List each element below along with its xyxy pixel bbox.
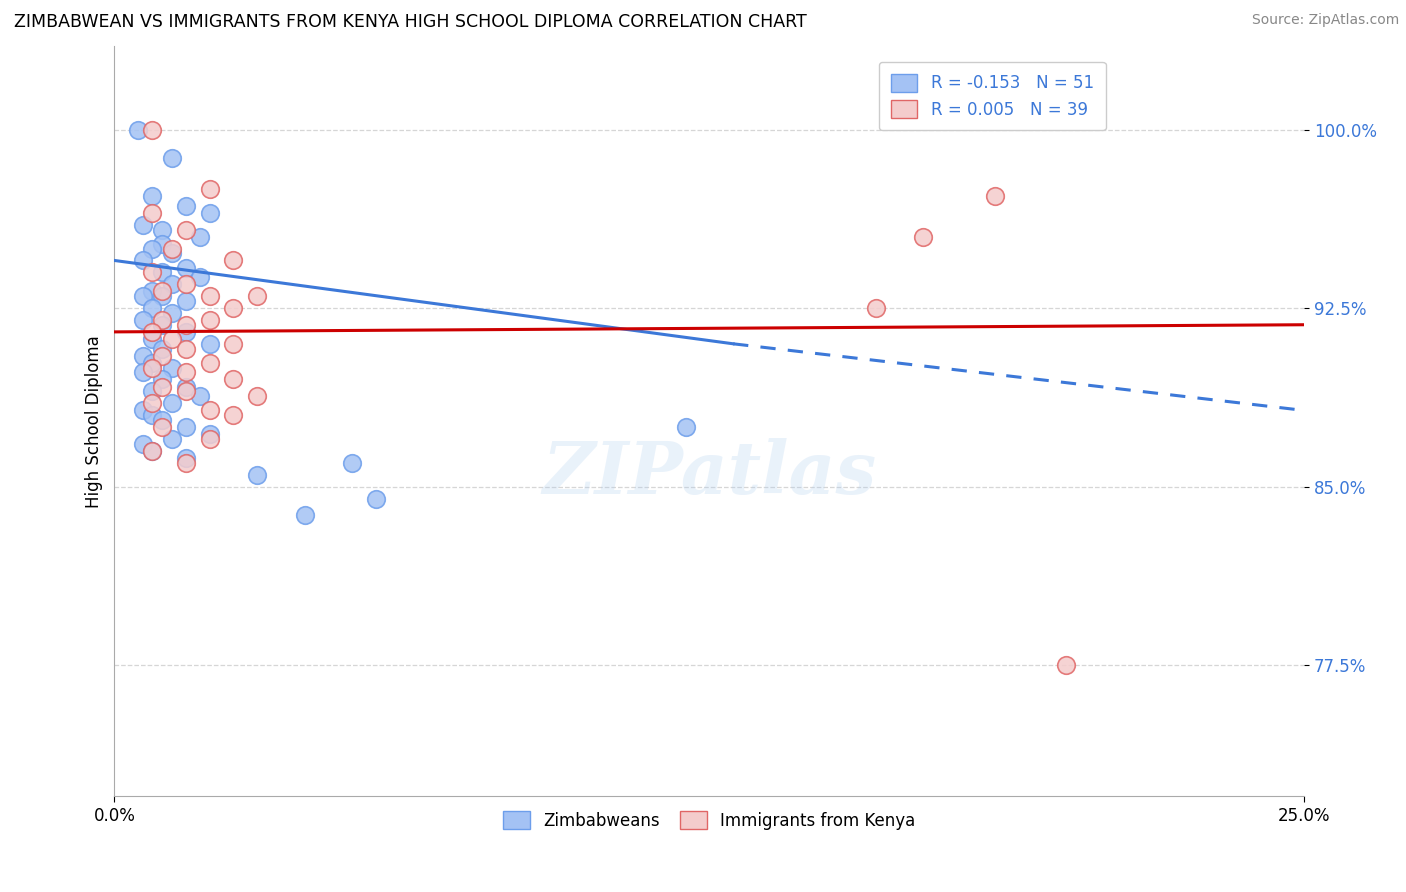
Point xyxy=(174,451,197,466)
Point xyxy=(174,293,197,308)
Point xyxy=(150,318,173,332)
Point xyxy=(174,420,197,434)
Text: ZIPatlas: ZIPatlas xyxy=(543,438,876,509)
Point xyxy=(160,432,183,446)
Point xyxy=(132,253,155,268)
Point xyxy=(150,413,173,427)
Point xyxy=(246,467,269,482)
Point xyxy=(174,222,197,236)
Point xyxy=(1054,658,1077,673)
Point xyxy=(127,122,149,136)
Point xyxy=(222,301,245,315)
Point xyxy=(141,332,163,346)
Point xyxy=(174,342,197,356)
Point xyxy=(141,384,163,399)
Point xyxy=(222,372,245,386)
Point xyxy=(132,289,155,303)
Point xyxy=(132,365,155,379)
Point xyxy=(174,318,197,332)
Point xyxy=(198,182,221,196)
Point xyxy=(141,285,163,299)
Point xyxy=(150,265,173,279)
Point xyxy=(141,325,163,339)
Point xyxy=(150,379,173,393)
Point xyxy=(150,236,173,251)
Text: Source: ZipAtlas.com: Source: ZipAtlas.com xyxy=(1251,13,1399,28)
Point xyxy=(174,325,197,339)
Point xyxy=(150,342,173,356)
Point xyxy=(174,199,197,213)
Point xyxy=(198,313,221,327)
Point xyxy=(174,277,197,292)
Point xyxy=(984,189,1007,203)
Point xyxy=(198,427,221,442)
Point xyxy=(865,301,887,315)
Point xyxy=(141,356,163,370)
Point xyxy=(188,389,211,403)
Point xyxy=(141,242,163,256)
Point xyxy=(160,277,183,292)
Point xyxy=(188,229,211,244)
Point xyxy=(294,508,316,523)
Point xyxy=(188,270,211,285)
Point xyxy=(222,408,245,422)
Y-axis label: High School Diploma: High School Diploma xyxy=(86,334,103,508)
Point xyxy=(222,253,245,268)
Point xyxy=(141,301,163,315)
Point xyxy=(198,432,221,446)
Point xyxy=(366,491,388,506)
Point xyxy=(246,389,269,403)
Legend: Zimbabweans, Immigrants from Kenya: Zimbabweans, Immigrants from Kenya xyxy=(496,805,922,837)
Point xyxy=(150,349,173,363)
Point xyxy=(141,122,163,136)
Point xyxy=(160,242,183,256)
Point xyxy=(912,229,935,244)
Point xyxy=(198,403,221,417)
Point xyxy=(174,365,197,379)
Point xyxy=(141,206,163,220)
Point xyxy=(198,356,221,370)
Point xyxy=(174,456,197,470)
Point xyxy=(174,379,197,393)
Point xyxy=(198,336,221,351)
Point xyxy=(160,246,183,260)
Point xyxy=(132,436,155,450)
Point xyxy=(160,332,183,346)
Point xyxy=(721,801,744,815)
Point xyxy=(132,349,155,363)
Point xyxy=(174,384,197,399)
Point xyxy=(160,306,183,320)
Point xyxy=(160,396,183,410)
Point xyxy=(150,222,173,236)
Point xyxy=(141,360,163,375)
Point xyxy=(246,289,269,303)
Point xyxy=(132,403,155,417)
Point xyxy=(675,420,697,434)
Point xyxy=(141,444,163,458)
Point xyxy=(150,285,173,299)
Point xyxy=(132,218,155,232)
Point xyxy=(174,260,197,275)
Point xyxy=(150,289,173,303)
Point xyxy=(160,360,183,375)
Point xyxy=(150,420,173,434)
Point xyxy=(141,408,163,422)
Point xyxy=(150,372,173,386)
Point xyxy=(198,289,221,303)
Point xyxy=(198,206,221,220)
Point xyxy=(150,313,173,327)
Point xyxy=(132,313,155,327)
Point xyxy=(141,265,163,279)
Point xyxy=(141,396,163,410)
Point xyxy=(141,444,163,458)
Text: ZIMBABWEAN VS IMMIGRANTS FROM KENYA HIGH SCHOOL DIPLOMA CORRELATION CHART: ZIMBABWEAN VS IMMIGRANTS FROM KENYA HIGH… xyxy=(14,13,807,31)
Point xyxy=(222,336,245,351)
Point xyxy=(141,189,163,203)
Point xyxy=(160,151,183,165)
Point xyxy=(342,456,364,470)
